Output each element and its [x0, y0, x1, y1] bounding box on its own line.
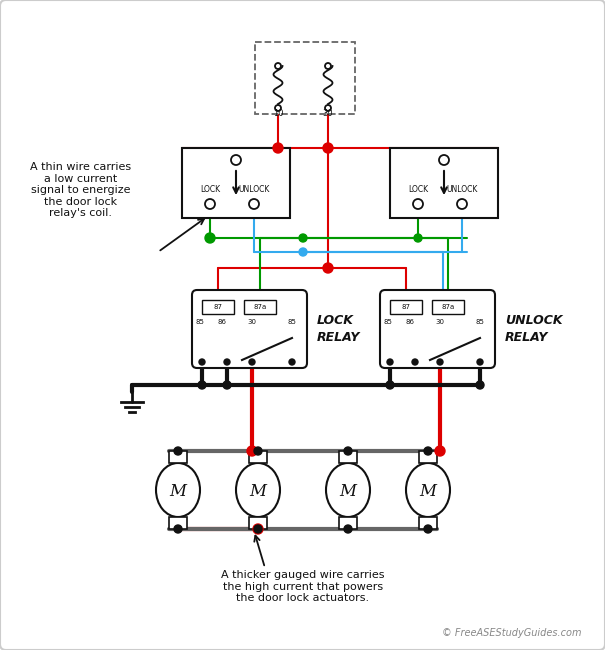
Bar [339, 451, 357, 463]
Bar [390, 300, 422, 314]
Circle shape [299, 234, 307, 242]
Circle shape [199, 359, 205, 365]
Circle shape [224, 359, 230, 365]
Circle shape [325, 63, 331, 69]
Text: M: M [339, 484, 356, 501]
Circle shape [254, 447, 262, 455]
Circle shape [344, 447, 352, 455]
Text: 10: 10 [273, 109, 283, 118]
Text: M: M [419, 484, 436, 501]
Bar [202, 300, 234, 314]
Circle shape [205, 199, 215, 209]
Circle shape [412, 359, 418, 365]
Circle shape [457, 199, 467, 209]
Text: 30: 30 [247, 319, 257, 325]
Circle shape [424, 447, 432, 455]
Circle shape [223, 381, 231, 389]
Bar [432, 300, 464, 314]
Text: 85: 85 [287, 319, 296, 325]
Text: LOCK: LOCK [408, 185, 428, 194]
Bar [249, 517, 267, 529]
Bar [249, 451, 267, 463]
Circle shape [439, 155, 449, 165]
Circle shape [325, 105, 331, 111]
Bar [339, 517, 357, 529]
Circle shape [387, 359, 393, 365]
Bar [244, 300, 276, 314]
Bar [390, 148, 498, 218]
Text: 86: 86 [218, 319, 226, 325]
Text: UNLOCK
RELAY: UNLOCK RELAY [505, 314, 563, 344]
Ellipse shape [236, 463, 280, 517]
Text: 85: 85 [476, 319, 485, 325]
Circle shape [275, 63, 281, 69]
Circle shape [424, 525, 432, 533]
Text: 87a: 87a [253, 304, 267, 310]
Circle shape [249, 359, 255, 365]
Circle shape [299, 248, 307, 256]
Text: M: M [169, 484, 186, 501]
Text: 30: 30 [322, 109, 333, 118]
Circle shape [476, 381, 484, 389]
Bar [255, 42, 355, 114]
FancyBboxPatch shape [192, 290, 307, 368]
Text: A thicker gauged wire carries
the high current that powers
the door lock actuato: A thicker gauged wire carries the high c… [221, 570, 385, 603]
Ellipse shape [156, 463, 200, 517]
Text: 85: 85 [195, 319, 204, 325]
FancyBboxPatch shape [380, 290, 495, 368]
Text: M: M [249, 484, 266, 501]
Text: UNLOCK: UNLOCK [446, 185, 478, 194]
Circle shape [344, 525, 352, 533]
Text: UNLOCK: UNLOCK [238, 185, 270, 194]
Circle shape [254, 525, 262, 533]
Circle shape [414, 234, 422, 242]
Circle shape [205, 233, 215, 243]
Circle shape [435, 446, 445, 456]
Bar [182, 148, 290, 218]
Text: 87: 87 [214, 304, 223, 310]
Circle shape [386, 381, 394, 389]
Text: 85: 85 [384, 319, 393, 325]
Ellipse shape [406, 463, 450, 517]
Circle shape [253, 524, 263, 534]
Circle shape [289, 359, 295, 365]
Text: © FreeASEStudyGuides.com: © FreeASEStudyGuides.com [442, 628, 582, 638]
Text: LOCK
RELAY: LOCK RELAY [317, 314, 361, 344]
Circle shape [323, 143, 333, 153]
Circle shape [247, 446, 257, 456]
Text: 87: 87 [402, 304, 411, 310]
Circle shape [198, 381, 206, 389]
Text: 86: 86 [405, 319, 414, 325]
Bar [419, 451, 437, 463]
Circle shape [174, 525, 182, 533]
Circle shape [477, 359, 483, 365]
Circle shape [249, 199, 259, 209]
Circle shape [413, 199, 423, 209]
Circle shape [437, 359, 443, 365]
Bar [169, 517, 187, 529]
Bar [169, 451, 187, 463]
Ellipse shape [326, 463, 370, 517]
Text: 30: 30 [436, 319, 445, 325]
Circle shape [275, 105, 281, 111]
Circle shape [273, 143, 283, 153]
Text: 87a: 87a [442, 304, 454, 310]
Text: LOCK: LOCK [200, 185, 220, 194]
Bar [419, 517, 437, 529]
Text: A thin wire carries
a low current
signal to energize
the door lock
relay's coil.: A thin wire carries a low current signal… [30, 162, 131, 218]
Circle shape [323, 263, 333, 273]
Circle shape [174, 447, 182, 455]
Circle shape [231, 155, 241, 165]
